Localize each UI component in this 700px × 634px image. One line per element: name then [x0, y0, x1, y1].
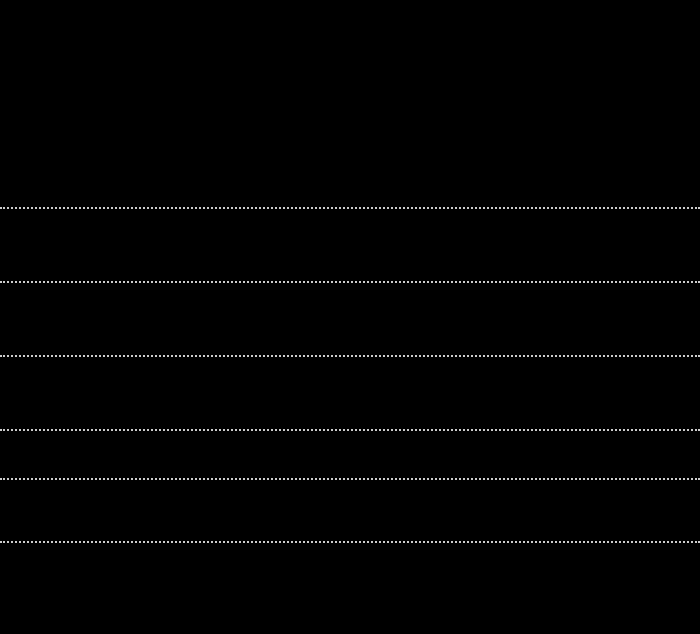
chart-area [0, 0, 700, 634]
gridline-1 [0, 281, 700, 283]
gridline-2 [0, 355, 700, 357]
gridline-0 [0, 207, 700, 209]
gridline-4 [0, 478, 700, 480]
gridline-3 [0, 429, 700, 431]
gridline-5 [0, 541, 700, 543]
